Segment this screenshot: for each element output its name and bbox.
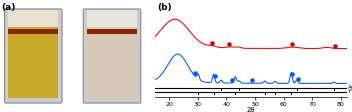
FancyBboxPatch shape xyxy=(5,9,62,103)
Bar xyxy=(87,27,137,98)
Bar xyxy=(8,29,58,34)
Bar xyxy=(8,27,58,98)
X-axis label: 2θ: 2θ xyxy=(246,107,255,112)
Bar xyxy=(87,29,137,34)
Text: Fe$_3$O$_4$: Fe$_3$O$_4$ xyxy=(348,88,352,96)
Bar xyxy=(8,10,58,27)
Bar xyxy=(87,10,137,27)
FancyBboxPatch shape xyxy=(83,9,141,103)
Text: Au: Au xyxy=(348,85,352,90)
Text: (b): (b) xyxy=(157,3,171,12)
Text: (a): (a) xyxy=(1,3,16,12)
